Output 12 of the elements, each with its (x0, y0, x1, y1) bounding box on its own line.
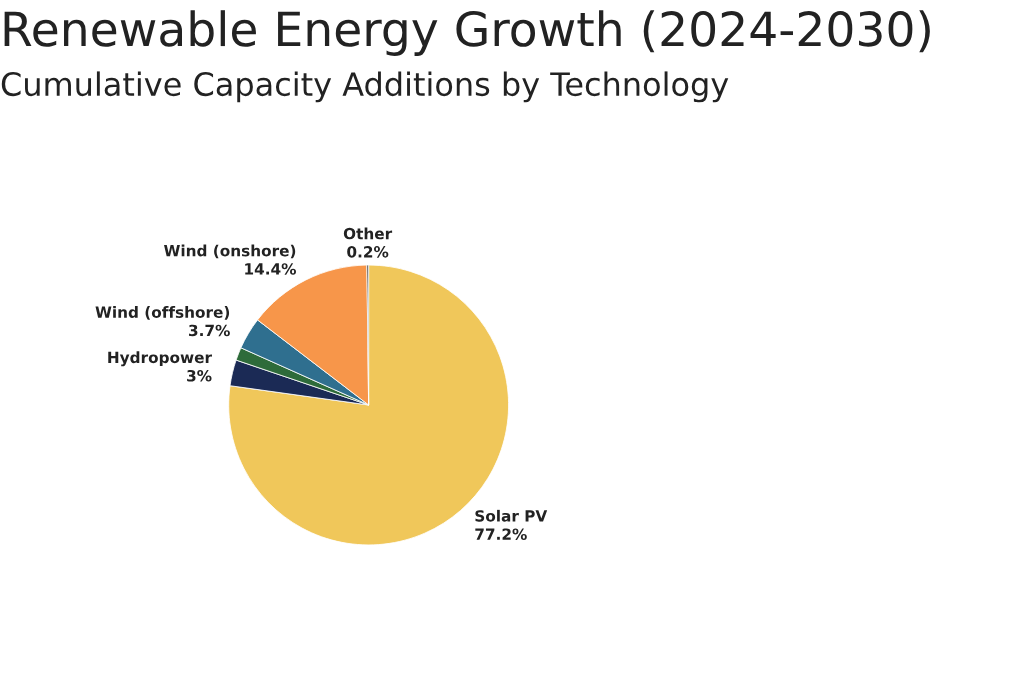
data-label: 14.4% (245, 263, 296, 275)
slice-label: Hydropower (108, 351, 212, 367)
chart-title: Renewable Energy Growth (2024-2030) (4, 10, 930, 56)
data-label: 0.2% (347, 246, 389, 258)
slice-label: Wind (onshore) (164, 244, 296, 259)
chart-subtitle: Cumulative Capacity Additions by Technology (1, 71, 729, 103)
slice-label: Solar PV (475, 509, 548, 522)
data-label: 77.2% (475, 528, 527, 540)
data-label: 3.7% (189, 324, 230, 337)
slice-label: Other (343, 227, 393, 240)
data-label: 3% (187, 369, 212, 382)
slice-label: Wind (offshore) (95, 306, 230, 320)
